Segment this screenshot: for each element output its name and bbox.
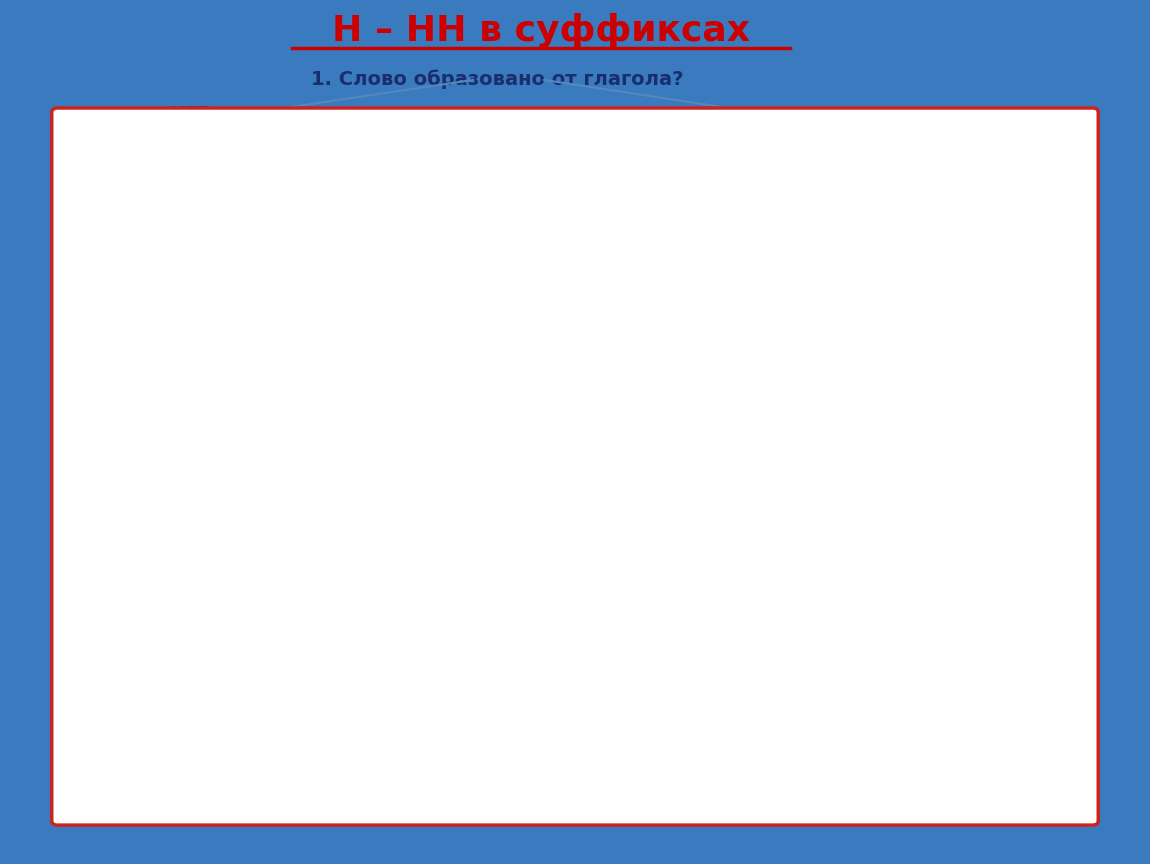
Text: Н – НН в суффиксах: Н – НН в суффиксах — [332, 13, 750, 48]
Text: Н: Н — [630, 536, 647, 556]
Text: НН: НН — [275, 273, 309, 294]
Text: НН: НН — [930, 185, 963, 204]
Text: да: да — [843, 298, 867, 315]
Text: ИН: ИН — [98, 160, 128, 177]
Text: ый: ый — [228, 356, 254, 373]
Text: ЯН: ЯН — [98, 220, 126, 238]
Text: 1. Слово образовано от глагола?: 1. Слово образовано от глагола? — [312, 70, 684, 89]
Text: ЕНН: ЕНН — [268, 190, 310, 207]
Text: нет: нет — [650, 186, 682, 203]
Text: н: н — [448, 356, 460, 373]
Text: НО: НО — [406, 382, 434, 399]
Text: 5. Какого вида глагол?: 5. Какого вида глагол? — [650, 445, 890, 462]
Text: Н: Н — [276, 160, 291, 177]
Text: совершенного: совершенного — [796, 508, 935, 525]
Text: ый: ый — [509, 408, 536, 425]
Text: АН: АН — [98, 190, 126, 207]
Text: ОНН: ОНН — [268, 220, 314, 238]
Text: 4. Есть  зависимое слово?: 4. Есть зависимое слово? — [650, 354, 918, 372]
Text: НН: НН — [849, 536, 883, 556]
Text: нет: нет — [650, 389, 682, 406]
Text: 3. Есть суффиксы –ОВА-, -ИВА-, -ИРОВА?: 3. Есть суффиксы –ОВА-, -ИВА-, -ИРОВА? — [650, 240, 1074, 257]
Text: Н: Н — [110, 273, 128, 294]
Text: нн: нн — [481, 408, 504, 425]
Text: нн: нн — [171, 408, 193, 425]
Text: да: да — [843, 389, 867, 406]
Text: олова: олова — [82, 382, 138, 399]
Text: 2. Есть приставка (кроме НЕ)?: 2. Есть приставка (кроме НЕ)? — [670, 151, 984, 168]
Text: нн: нн — [162, 382, 185, 399]
Text: безветре: безветре — [346, 407, 434, 426]
Text: исключения:: исключения: — [214, 327, 338, 344]
Text: НН: НН — [930, 297, 963, 316]
Text: ДА: ДА — [764, 105, 793, 123]
Text: дерева: дерева — [82, 408, 151, 425]
Text: + Н: + Н — [305, 160, 342, 177]
Text: ый: ый — [200, 408, 227, 425]
Text: ветре: ветре — [384, 356, 439, 373]
Text: нет: нет — [650, 298, 682, 315]
Text: стекля: стекля — [82, 356, 146, 373]
Text: ый: ый — [462, 356, 489, 373]
Text: да: да — [843, 186, 867, 203]
Text: НЕТ: НЕТ — [169, 105, 209, 123]
Text: НН: НН — [930, 388, 963, 407]
Text: несовершенного: несовершенного — [558, 508, 719, 525]
Text: ый: ый — [192, 382, 218, 399]
Text: нн: нн — [198, 356, 221, 373]
